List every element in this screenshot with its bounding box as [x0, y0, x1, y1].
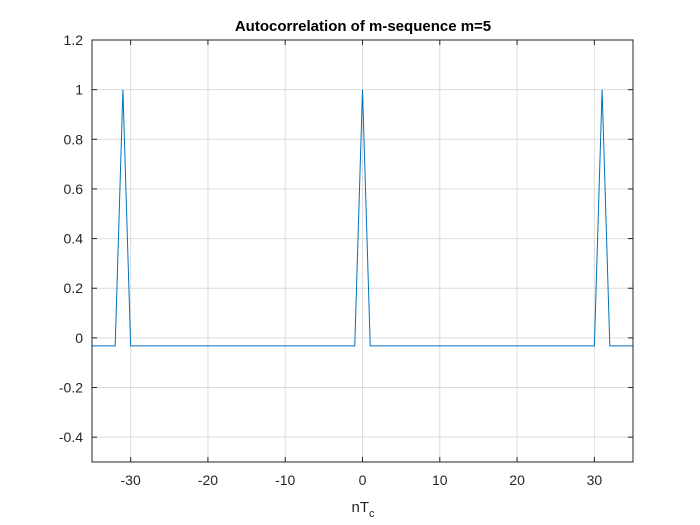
y-tick-label: -0.2: [59, 380, 83, 396]
chart-title: Autocorrelation of m-sequence m=5: [235, 18, 491, 35]
tick-marks: [92, 39, 633, 462]
x-tick-label: 30: [587, 472, 603, 488]
x-tick-label: -30: [121, 472, 141, 488]
y-tick-label: 0.8: [64, 131, 84, 147]
y-tick-label: 0.4: [64, 231, 84, 247]
x-axis-label-main: nT: [351, 499, 369, 516]
x-axis-label: nTc: [351, 499, 375, 520]
x-tick-label: 20: [509, 472, 525, 488]
x-tick-label: -20: [198, 472, 218, 488]
x-tick-labels: -30 -20 -10 0 10 20 30: [121, 472, 603, 488]
series-line: [92, 89, 633, 347]
y-tick-label: 0.2: [64, 280, 84, 296]
x-axis-label-subscript: c: [369, 508, 375, 520]
y-tick-label: 0: [75, 330, 83, 346]
x-tick-label: 10: [432, 472, 448, 488]
y-tick-labels: -0.4 -0.2 0 0.2 0.4 0.6 0.8 1 1.2: [59, 32, 83, 445]
series-group: [92, 89, 633, 347]
y-tick-label: -0.4: [59, 429, 83, 445]
x-tick-label: -10: [275, 472, 295, 488]
y-tick-label: 0.6: [64, 181, 84, 197]
y-tick-label: 1: [75, 82, 83, 98]
x-tick-label: 0: [359, 472, 367, 488]
y-tick-label: 1.2: [64, 32, 84, 48]
